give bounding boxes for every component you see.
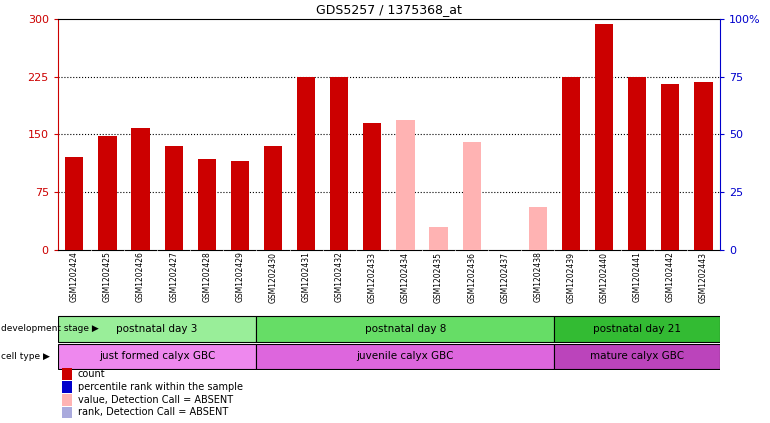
Bar [58,316,256,341]
Text: GSM1202432: GSM1202432 [335,252,343,302]
Text: GSM1202433: GSM1202433 [368,252,377,302]
Text: GSM1202424: GSM1202424 [70,252,79,302]
Bar [297,77,315,250]
Bar [256,316,554,341]
Bar [363,123,381,250]
Text: just formed calyx GBC: just formed calyx GBC [99,352,216,361]
Bar [58,344,256,369]
Bar [397,121,414,250]
Text: GSM1202431: GSM1202431 [302,252,310,302]
Bar [529,207,547,250]
Text: juvenile calyx GBC: juvenile calyx GBC [357,352,454,361]
Bar [165,146,182,250]
Bar [198,159,216,250]
Bar [562,77,580,250]
Text: GSM1202430: GSM1202430 [269,252,277,302]
Bar [463,142,480,250]
Bar [256,344,554,369]
Text: GSM1202429: GSM1202429 [236,252,244,302]
Text: GSM1202443: GSM1202443 [699,252,708,302]
Text: GSM1202435: GSM1202435 [434,252,443,302]
Title: GDS5257 / 1375368_at: GDS5257 / 1375368_at [316,3,462,16]
Text: count: count [78,369,105,379]
Text: GSM1202426: GSM1202426 [136,252,145,302]
Bar [430,227,447,250]
Text: postnatal day 8: postnatal day 8 [365,324,446,334]
Bar [65,157,83,250]
Bar [231,161,249,250]
Text: GSM1202442: GSM1202442 [666,252,675,302]
Text: development stage ▶: development stage ▶ [1,324,99,333]
Text: rank, Detection Call = ABSENT: rank, Detection Call = ABSENT [78,407,228,418]
Bar [264,146,282,250]
Text: GSM1202439: GSM1202439 [567,252,575,302]
Bar [554,316,720,341]
Text: GSM1202438: GSM1202438 [534,252,542,302]
Bar [554,344,720,369]
Text: GSM1202440: GSM1202440 [600,252,608,302]
Text: postnatal day 3: postnatal day 3 [116,324,198,334]
Text: GSM1202441: GSM1202441 [633,252,641,302]
Text: GSM1202437: GSM1202437 [500,252,509,302]
Bar [595,25,613,250]
Text: GSM1202427: GSM1202427 [169,252,178,302]
Bar [628,77,646,250]
Bar [661,84,679,250]
Text: GSM1202425: GSM1202425 [103,252,112,302]
Text: mature calyx GBC: mature calyx GBC [590,352,685,361]
Text: value, Detection Call = ABSENT: value, Detection Call = ABSENT [78,395,233,405]
Bar [695,82,712,250]
Text: GSM1202434: GSM1202434 [401,252,410,302]
Text: percentile rank within the sample: percentile rank within the sample [78,382,243,392]
Text: cell type ▶: cell type ▶ [1,352,49,361]
Bar [99,136,116,250]
Text: GSM1202436: GSM1202436 [467,252,476,302]
Text: postnatal day 21: postnatal day 21 [593,324,681,334]
Bar [132,128,149,250]
Bar [330,77,348,250]
Text: GSM1202428: GSM1202428 [203,252,211,302]
